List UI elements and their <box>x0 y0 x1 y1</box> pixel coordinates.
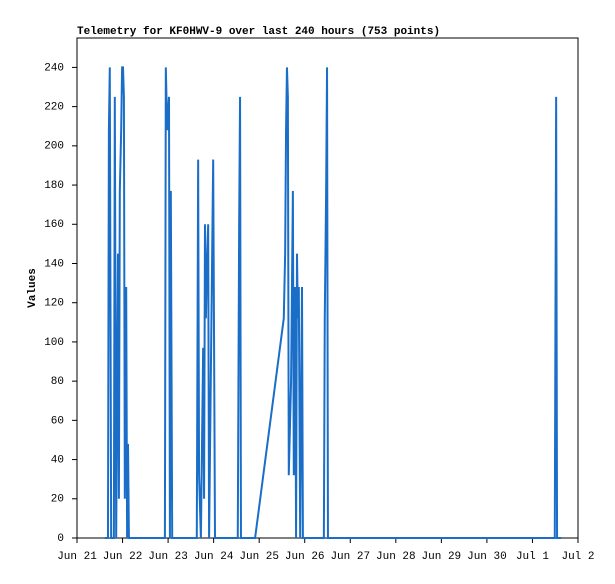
y-tick-label: 0 <box>57 533 64 545</box>
y-tick-label: 60 <box>51 415 64 427</box>
chart-title: Telemetry for KF0HWV-9 over last 240 hou… <box>77 26 440 38</box>
y-tick-label: 100 <box>44 337 64 349</box>
y-tick-label: 160 <box>44 219 64 231</box>
y-tick-label: 140 <box>44 258 64 270</box>
x-tick-label: Jun 23 <box>148 551 188 563</box>
x-tick-label: Jun 27 <box>330 551 370 563</box>
y-tick-label: 20 <box>51 494 64 506</box>
x-tick-label: Jun 22 <box>103 551 143 563</box>
y-tick-label: 120 <box>44 298 64 310</box>
x-tick-label: Jul 1 <box>516 551 549 563</box>
x-tick-label: Jun 24 <box>194 551 234 563</box>
x-tick-label: Jun 30 <box>467 551 507 563</box>
x-tick-label: Jun 28 <box>376 551 416 563</box>
x-tick-label: Jun 25 <box>239 551 279 563</box>
x-tick-label: Jul 2 <box>561 551 594 563</box>
y-tick-label: 240 <box>44 62 64 74</box>
y-tick-label: 180 <box>44 180 64 192</box>
y-tick-label: 80 <box>51 376 64 388</box>
x-tick-label: Jun 21 <box>57 551 97 563</box>
data-line <box>104 66 562 539</box>
y-tick-label: 40 <box>51 454 64 466</box>
y-axis-label: Values <box>27 268 39 308</box>
x-tick-label: Jun 26 <box>285 551 325 563</box>
x-tick-label: Jun 29 <box>422 551 462 563</box>
y-tick-label: 220 <box>44 102 64 114</box>
y-tick-label: 200 <box>44 141 64 153</box>
